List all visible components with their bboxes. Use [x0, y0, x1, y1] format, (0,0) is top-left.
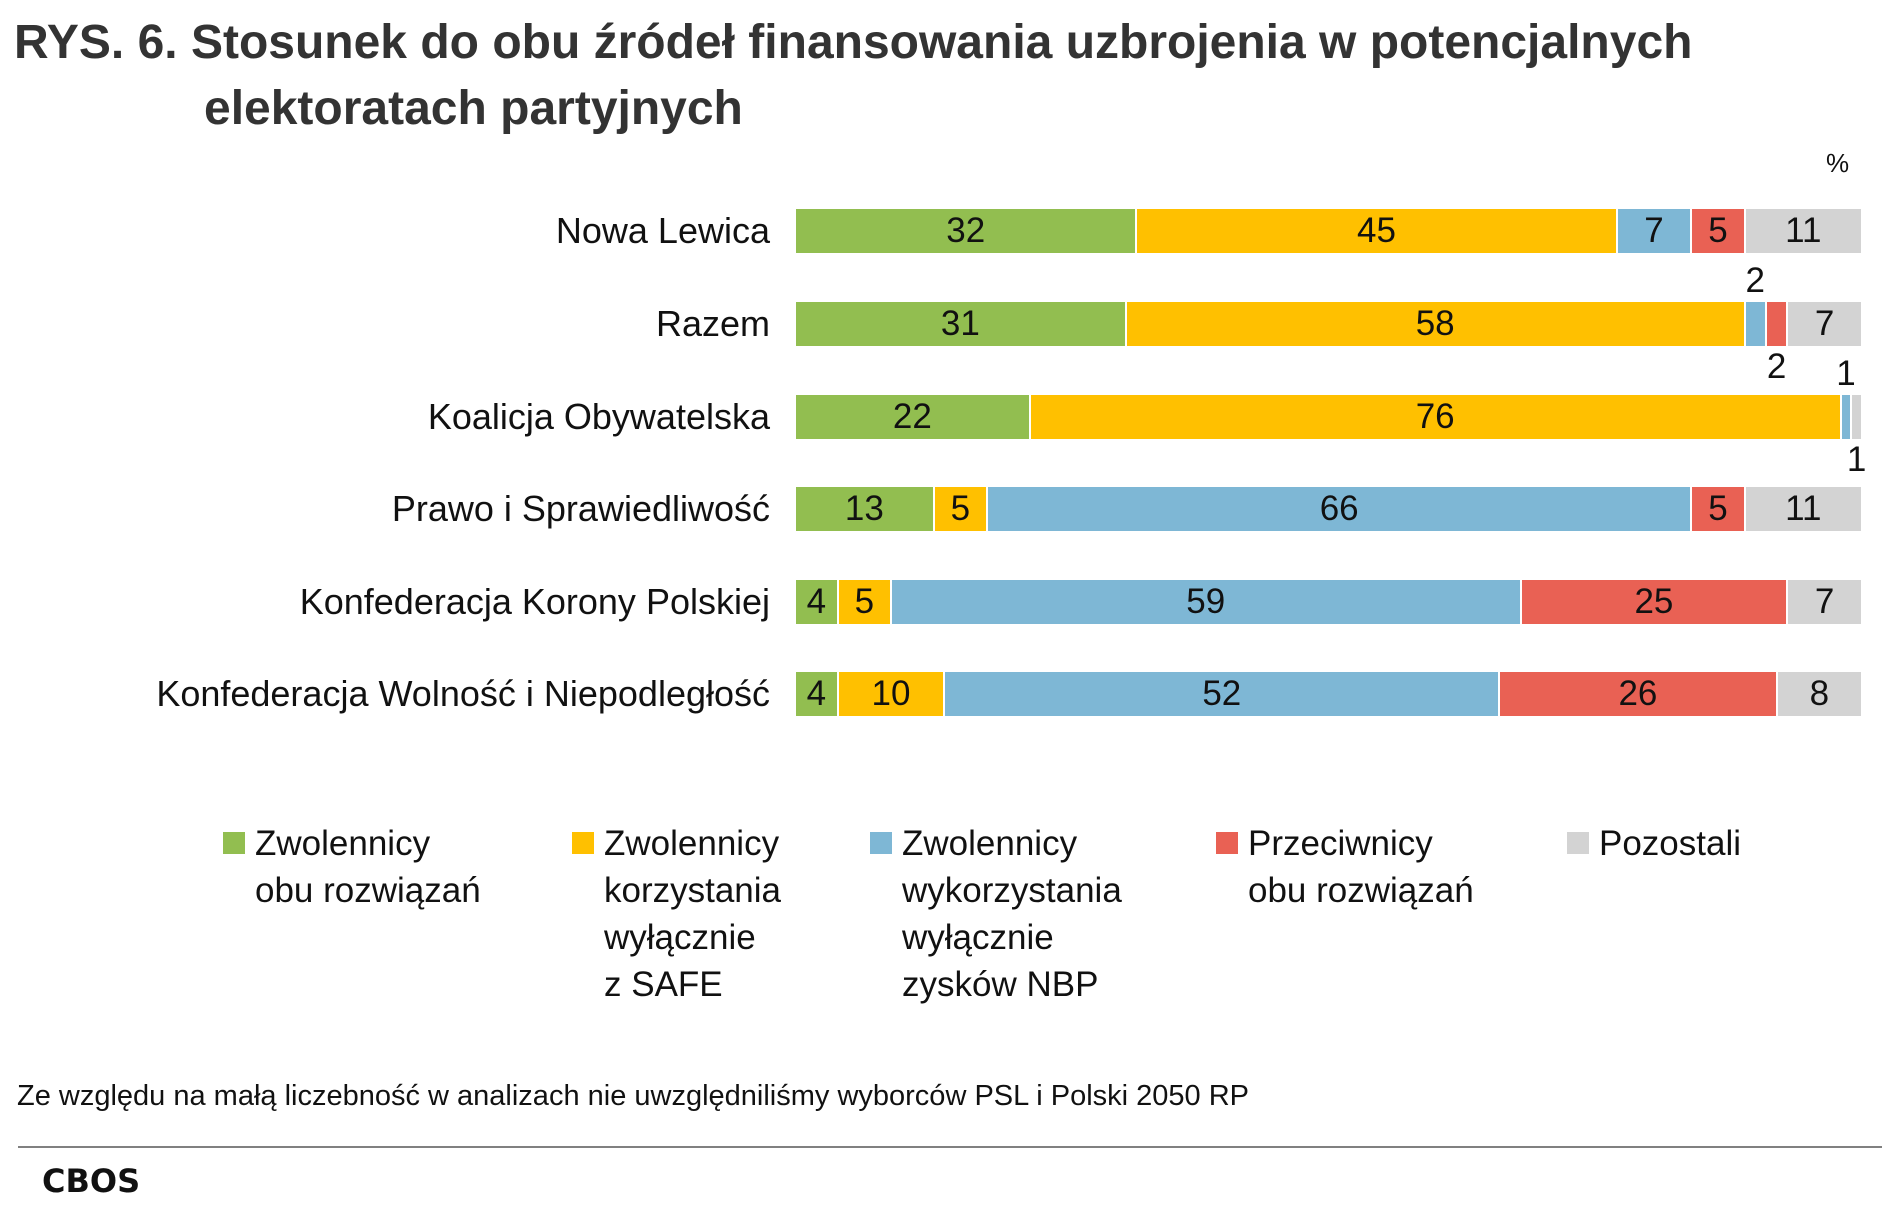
bar-segment: 59 [892, 580, 1522, 624]
legend-label: Zwolennicy wykorzystania wyłącznie zyskó… [902, 824, 1122, 1004]
bar-segment: 22 [796, 395, 1031, 439]
data-label: 58 [1415, 304, 1455, 343]
bar-segment: 52 [945, 672, 1501, 716]
data-label: 1 [1846, 440, 1867, 479]
bar-segment: 11 [1745, 209, 1863, 253]
data-label: 8 [1809, 674, 1830, 713]
bar-segment: 66 [988, 487, 1693, 531]
bar-segment: 5 [838, 580, 893, 624]
cbos-logo: CBOS [42, 1162, 141, 1200]
data-label: 26 [1618, 674, 1658, 713]
data-label: 32 [946, 211, 986, 250]
data-label: 2 [1745, 261, 1766, 300]
bar-segment: 1 [1847, 395, 1866, 479]
bar-segment: 5 [1692, 209, 1746, 253]
bar-segment: 2 [1767, 302, 1789, 386]
data-label: 45 [1357, 211, 1396, 250]
category-label: Koalicja Obywatelska [427, 396, 770, 437]
bar-segment: 7 [1788, 580, 1863, 624]
bar-segment: 31 [796, 302, 1127, 346]
category-label: Prawo i Sprawiedliwość [391, 488, 770, 529]
legend-swatch [870, 832, 892, 854]
data-label: 22 [892, 397, 932, 436]
data-label: 25 [1634, 582, 1674, 621]
data-label: 7 [1814, 582, 1835, 621]
bar-segment: 13 [796, 487, 935, 531]
divider [18, 1146, 1882, 1148]
unit-label: % [1826, 148, 1850, 178]
data-label: 2 [1766, 347, 1787, 386]
data-label: 5 [1708, 489, 1728, 528]
footnote: Ze względu na małą liczebność w analizac… [17, 1080, 1250, 1112]
data-label: 59 [1186, 582, 1226, 621]
legend-label: Przeciwnicy obu rozwiązań [1248, 824, 1474, 910]
bar-segment: 4 [796, 672, 839, 716]
legend-swatch [572, 832, 594, 854]
bar-segment: 11 [1745, 487, 1863, 531]
data-label: 11 [1785, 211, 1822, 250]
bar-segment: 1 [1836, 354, 1856, 439]
legend-swatch [223, 832, 245, 854]
data-label: 66 [1319, 489, 1359, 528]
data-label: 5 [1708, 211, 1728, 250]
data-label: 76 [1415, 397, 1455, 436]
bar-segment: 10 [838, 672, 946, 716]
bar-segment: 45 [1137, 209, 1618, 253]
data-label: 13 [844, 489, 884, 528]
category-label: Nowa Lewica [555, 210, 770, 251]
bar-segment: 8 [1777, 672, 1863, 716]
data-label: 7 [1814, 304, 1835, 343]
data-label: 11 [1785, 489, 1822, 528]
legend-swatch [1567, 832, 1589, 854]
title-line-1: RYS. 6. Stosunek do obu źródeł finansowa… [14, 16, 1693, 69]
bar-segment: 4 [796, 580, 839, 624]
bar-segment: 2 [1746, 261, 1767, 346]
data-label: 52 [1202, 674, 1242, 713]
bar-segment: 5 [934, 487, 989, 531]
chart-title: RYS. 6. Stosunek do obu źródeł finansowa… [14, 10, 1692, 142]
category-label: Razem [655, 303, 770, 344]
bar-segment: 58 [1126, 302, 1746, 346]
data-label: 7 [1644, 211, 1664, 250]
data-label: 31 [940, 304, 980, 343]
legend-label: Pozostali [1599, 824, 1742, 863]
bar-segment: 7 [1788, 302, 1863, 346]
category-label: Konfederacja Wolność i Niepodległość [156, 673, 770, 714]
data-label: 4 [806, 674, 827, 713]
data-label: 5 [950, 489, 971, 528]
data-label: 4 [806, 582, 827, 621]
legend-label: Zwolennicy korzystania wyłącznie z SAFE [604, 824, 782, 1004]
legend-swatch [1216, 832, 1238, 854]
legend-label: Zwolennicy obu rozwiązań [255, 824, 481, 910]
bar-segment: 76 [1030, 395, 1842, 439]
category-label: Konfederacja Korony Polskiej [299, 581, 770, 622]
bar-segment: 25 [1521, 580, 1789, 624]
data-label: 10 [871, 674, 911, 713]
bar-segment: 32 [796, 209, 1138, 253]
data-label: 5 [854, 582, 875, 621]
bar-segment: 5 [1692, 487, 1746, 531]
bar-segment: 26 [1500, 672, 1778, 716]
bar-segment: 7 [1617, 209, 1693, 253]
title-line-2: elektoratach partyjnych [204, 82, 743, 135]
data-label: 1 [1836, 354, 1856, 393]
